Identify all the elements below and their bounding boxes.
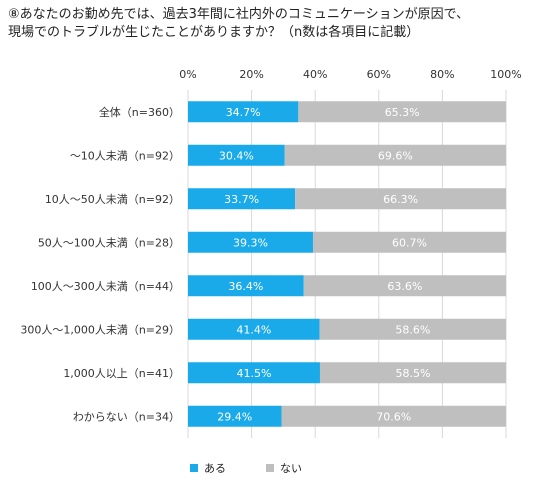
data-label: 65.3% (385, 106, 420, 119)
bar-segment-aru (188, 188, 296, 210)
bar-segment-nai (312, 231, 506, 253)
legend-item-aru: ある (190, 460, 226, 476)
legend-label-aru: ある (204, 462, 226, 475)
data-label: 60.7% (392, 236, 427, 249)
bar-segment-nai (319, 362, 506, 384)
data-label: 58.5% (396, 367, 431, 380)
data-label: 41.5% (237, 367, 272, 380)
x-tick-label: 100% (490, 68, 521, 81)
category-label: 100人〜300人未満（n=44） (31, 280, 180, 293)
data-label: 63.6% (387, 280, 422, 293)
x-tick-label: 60% (367, 68, 391, 81)
bar-segment-aru (188, 362, 320, 384)
legend: ある ない (190, 460, 302, 476)
data-label: 36.4% (228, 280, 263, 293)
x-tick-label: 0% (179, 68, 196, 81)
bar-segment-aru (188, 144, 285, 166)
data-label: 33.7% (224, 193, 259, 206)
data-label: 39.3% (233, 236, 268, 249)
data-label: 69.6% (378, 149, 413, 162)
data-label: 29.4% (217, 410, 252, 423)
bar-segment-nai (303, 275, 506, 297)
bar-segment-nai (284, 144, 506, 166)
data-label: 30.4% (219, 149, 254, 162)
bar-segment-nai (295, 188, 506, 210)
data-label: 70.6% (376, 410, 411, 423)
legend-swatch-nai (266, 464, 274, 472)
data-label: 66.3% (383, 193, 418, 206)
legend-label-nai: ない (280, 462, 302, 475)
category-label: 〜10人未満（n=92） (70, 149, 180, 162)
category-label: 10人〜50人未満（n=92） (45, 193, 180, 206)
chart-title-line-1: ⑧あなたのお勤め先では、過去3年間に社内外のコミュニケーションが原因で、 (8, 7, 470, 22)
bar-segment-aru (188, 318, 320, 340)
x-tick-label: 80% (430, 68, 454, 81)
x-tick-label: 40% (303, 68, 327, 81)
bar-segment-aru (188, 275, 304, 297)
bar-segment-aru (188, 231, 313, 253)
category-label: 300人〜1,000人未満（n=29） (20, 323, 180, 336)
legend-item-nai: ない (266, 460, 302, 476)
bar-segment-nai (281, 405, 506, 427)
category-label: 全体（n=360） (99, 105, 180, 119)
category-label: 50人〜100人未満（n=28） (38, 236, 180, 249)
x-tick-label: 20% (239, 68, 263, 81)
data-label: 58.6% (395, 323, 430, 336)
bar-segment-nai (319, 318, 506, 340)
chart-title: ⑧あなたのお勤め先では、過去3年間に社内外のコミュニケーションが原因で、 現場で… (8, 6, 530, 42)
bar-segment-aru (188, 405, 282, 427)
category-label: わからない（n=34） (73, 410, 180, 423)
chart-title-line-2: 現場でのトラブルが生じたことがありますか？（n数は各項目に記載） (8, 25, 420, 40)
data-label: 41.4% (236, 323, 271, 336)
bar-segment-nai (298, 101, 506, 123)
bar-segment-aru (188, 101, 299, 123)
data-label: 34.7% (226, 106, 261, 119)
legend-swatch-aru (190, 464, 198, 472)
category-label: 1,000人以上（n=41） (63, 367, 180, 380)
